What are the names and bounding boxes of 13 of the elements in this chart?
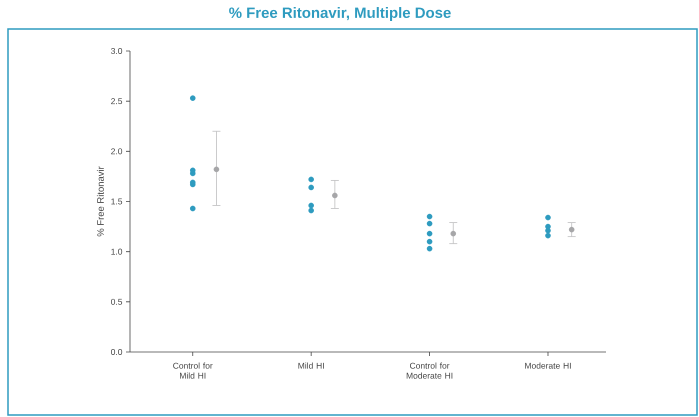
x-tick-label: Control for Moderate HI xyxy=(406,362,452,379)
y-tick-label: 1.0 xyxy=(111,248,122,255)
x-tick-label: Control for Mild HI xyxy=(173,362,213,379)
y-tick-label: 0.5 xyxy=(111,298,122,305)
y-tick-label: 1.5 xyxy=(111,198,122,204)
y-tick-label: 2.0 xyxy=(111,148,122,154)
y-tick-label: 0.0 xyxy=(111,349,122,355)
x-tick-label: Mild HI xyxy=(298,362,324,369)
y-axis-title: % Free Ritonavir xyxy=(96,166,104,236)
y-tick-label: 3.0 xyxy=(111,48,122,54)
chart-title: % Free Ritonavir, Multiple Dose xyxy=(229,7,451,21)
y-tick-label: 2.5 xyxy=(111,98,122,104)
x-tick-label: Moderate HI xyxy=(525,362,571,369)
